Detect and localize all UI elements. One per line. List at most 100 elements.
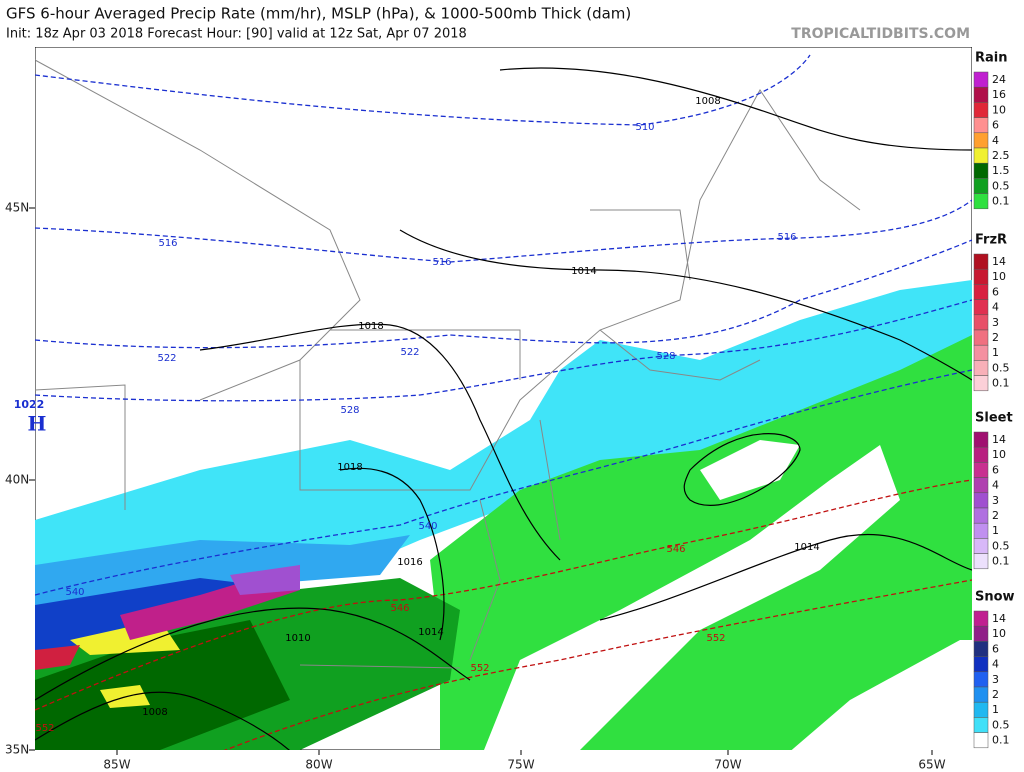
latitude-label: 45N [5,201,29,215]
precip-sleet [230,565,300,595]
legend-swatch [973,492,989,509]
thickness-contours [35,54,972,596]
legend-swatch [973,671,989,688]
dry-hole [700,440,800,500]
legend-swatch [973,253,989,270]
contour-label: 1008 [142,707,167,718]
legend-label: 3 [992,494,999,507]
legend-label: 2.5 [992,149,1010,162]
contour-label: 1010 [285,633,310,644]
precip-light-snow [35,280,972,610]
legend-label: 1 [992,703,999,716]
legend-swatch [973,162,989,179]
legend-label: 0.1 [992,555,1010,568]
legend-label: 2 [992,509,999,522]
thickness-contours-warm [35,479,972,750]
legend-label: 0.1 [992,377,1010,390]
legend-label: 4 [992,301,999,314]
high-pressure-value: 1022 [14,398,45,411]
legend-label: 10 [992,627,1006,640]
legend-swatch [973,147,989,164]
legend-label: 16 [992,88,1006,101]
legend-label: 1 [992,346,999,359]
legend-swatch [973,375,989,392]
legend-label: 0.5 [992,718,1010,731]
contour-label: 522 [157,353,176,364]
legend-label: 0.5 [992,539,1010,552]
legend-swatch [973,299,989,316]
legend-label: 0.5 [992,361,1010,374]
legend-label: 6 [992,642,999,655]
contour-label: 516 [432,257,451,268]
contour-label: 528 [656,351,675,362]
contour-label: 1014 [571,266,596,277]
map: 1008 510 516 516 516 1014 1018 522 522 528 528 1018… [14,47,972,750]
legend-swatch [973,360,989,376]
legend-label: 10 [992,103,1006,116]
contour-label: 1008 [695,96,720,107]
legend-swatch [973,431,989,448]
longitude-label: 80W [305,758,332,772]
legend-label: 1 [992,524,999,537]
dry-gap [484,445,900,750]
contour-label: 528 [340,405,359,416]
contour-label: 516 [158,238,177,249]
legend-label: 4 [992,134,999,147]
legend-label: 4 [992,658,999,671]
legend-label: 6 [992,119,999,132]
legend-label: 10 [992,448,1006,461]
legend-swatch [973,477,989,494]
latitude-label: 35N [5,743,29,757]
legend-title: Rain [975,51,1008,66]
contour-label: 1014 [418,627,443,638]
precip-heavy-rain [35,620,290,750]
legend-swatch [973,132,989,149]
isobars [35,67,972,750]
legend-title: Snow [975,590,1015,605]
legend-swatch [973,284,989,300]
longitude-label: 75W [507,758,534,772]
legend-swatch [973,717,989,733]
legend-swatch [973,625,989,642]
legend-swatch [973,462,989,478]
legend-swatch [973,641,989,657]
precip-frzr [35,645,80,670]
title: GFS 6-hour Averaged Precip Rate (mm/hr),… [6,5,631,23]
dry-corner [791,640,972,750]
legend-swatch [973,507,989,524]
legend-label: 24 [992,73,1006,86]
legend-label: 14 [992,612,1006,625]
legend-swatch [973,71,989,88]
legend-label: 14 [992,433,1006,446]
legend-swatch [973,268,989,285]
legend-swatch [973,117,989,134]
contour-label: 522 [400,347,419,358]
legend-swatch [973,522,989,539]
legend-swatch [973,446,989,463]
legend-label: 3 [992,673,999,686]
legend-label: 14 [992,255,1006,268]
legend-swatch [973,314,989,331]
contour-label: 1016 [397,557,422,568]
legend-title: Sleet [975,411,1013,426]
contour-label: 540 [418,521,437,532]
legend-label: 0.5 [992,179,1010,192]
latitude-label: 40N [5,473,29,487]
legend-label: 0.1 [992,195,1010,208]
legend-swatch [973,732,989,749]
contour-label: 552 [706,633,725,644]
high-pressure-symbol: H [28,412,47,436]
legend-swatch [973,656,989,673]
legend-label: 0.1 [992,734,1010,747]
contour-label: 1018 [337,462,362,473]
legend-label: 10 [992,270,1006,283]
contour-label: 540 [65,587,84,598]
legend-swatch [973,538,989,554]
contour-label: 552 [35,723,54,734]
legend-label: 6 [992,285,999,298]
longitude-label: 65W [918,758,945,772]
contour-label: 1014 [794,542,819,553]
legend-swatch [973,686,989,703]
contour-label: 516 [777,232,796,243]
